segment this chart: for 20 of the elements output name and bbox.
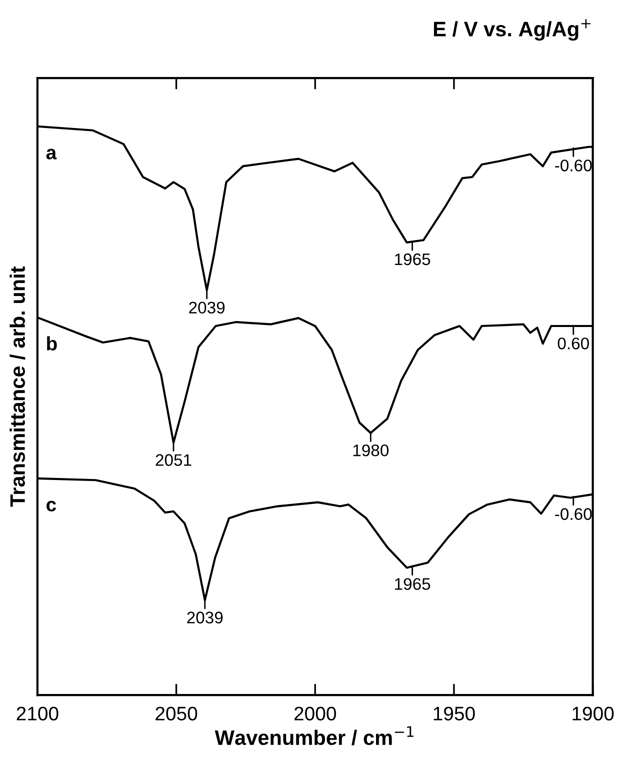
x-tick-label: 2100 (16, 706, 58, 720)
annotation: 1980 (353, 444, 389, 456)
series-label: a (46, 148, 57, 160)
x-tick-label: 2000 (294, 706, 336, 720)
y-axis-title: Transmittance / arb. unit (10, 266, 26, 507)
series-label: c (46, 500, 56, 512)
x-tick-label: 1900 (572, 706, 614, 720)
annotation: 0.60 (558, 338, 589, 350)
annotation: -0.60 (555, 160, 592, 172)
annotation: 2039 (189, 302, 225, 314)
annotation: -0.60 (555, 508, 592, 520)
x-tick-label: 1950 (434, 706, 475, 720)
x-tick-label: 2050 (156, 706, 198, 720)
x-axis-title: Wavenumber / cm$^{−1}$ (214, 726, 414, 746)
annotation: 2039 (187, 612, 223, 624)
annotation: 2051 (156, 454, 192, 466)
chart-title: E / V vs. Ag/Ag$^{+}$ (434, 19, 590, 41)
series-label: b (47, 336, 57, 350)
annotation: 1965 (395, 253, 430, 266)
annotation: 1965 (395, 578, 430, 590)
